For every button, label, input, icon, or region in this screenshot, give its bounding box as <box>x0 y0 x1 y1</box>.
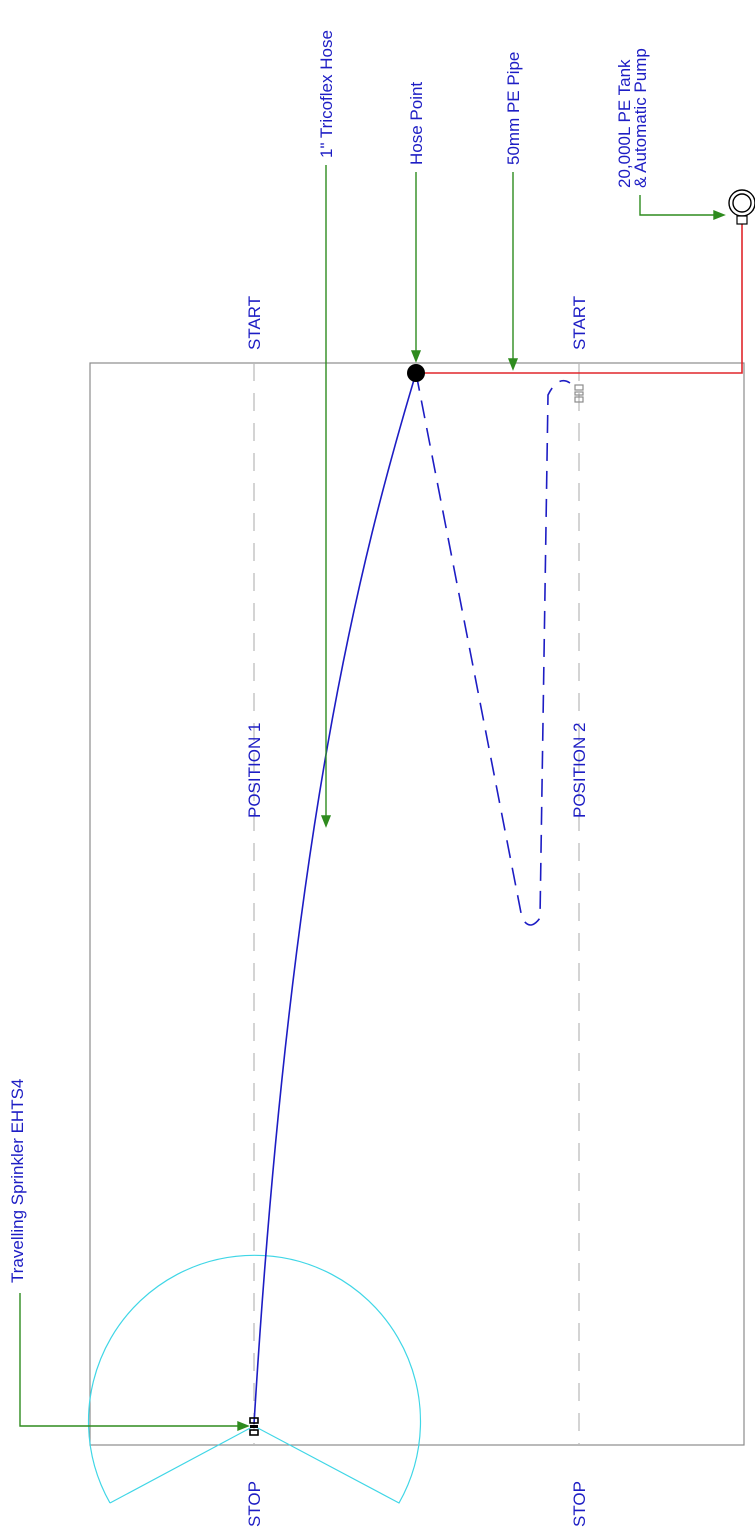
label-tank-line1: 20,000L PE Tank <box>615 59 634 188</box>
label-start-1: START <box>245 296 264 350</box>
label-start-2: START <box>570 296 589 350</box>
label-position-2: POSITION 2 <box>570 723 589 818</box>
leader-pe-pipe <box>507 172 519 371</box>
pump-icon <box>728 189 755 225</box>
leader-hose-point <box>410 172 422 363</box>
label-stop-2: STOP <box>570 1481 589 1527</box>
label-tank-line2: & Automatic Pump <box>631 48 650 188</box>
label-stop-1: STOP <box>245 1481 264 1527</box>
field-boundary <box>89 362 745 1446</box>
leader-sprinkler <box>19 1293 250 1432</box>
pe-pipe <box>416 223 743 374</box>
hose-line-position-1 <box>253 372 417 1425</box>
leader-hose <box>320 165 332 828</box>
label-position-1: POSITION 1 <box>245 723 264 818</box>
label-sprinkler: Travelling Sprinkler EHTS4 <box>8 1079 27 1283</box>
hose-line-position-2 <box>415 372 571 926</box>
sprinkler-ghost-icon <box>574 384 584 403</box>
label-hose-point: Hose Point <box>407 82 426 165</box>
label-hose: 1" Tricoflex Hose <box>317 30 336 158</box>
sprinkler-spray-arc <box>87 1254 422 1504</box>
leader-tank <box>639 195 726 221</box>
sprinkler-icon <box>249 1417 259 1436</box>
hose-point-marker <box>407 364 425 382</box>
label-pe-pipe: 50mm PE Pipe <box>504 52 523 165</box>
